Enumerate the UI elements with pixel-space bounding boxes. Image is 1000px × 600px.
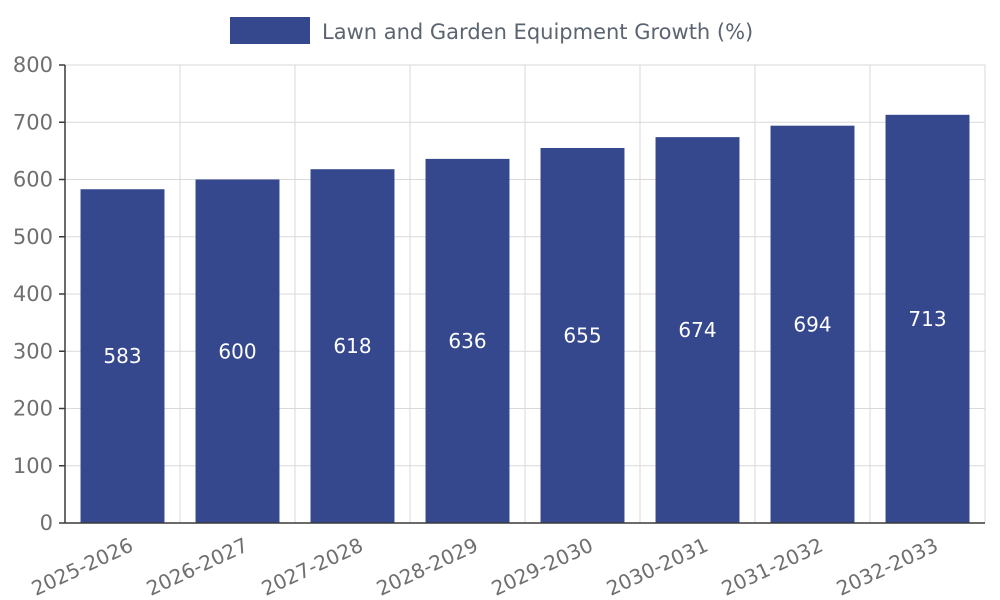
bar-value-label: 655	[563, 324, 601, 348]
bar	[425, 158, 510, 523]
bar-value-label: 636	[448, 329, 486, 353]
x-tick-label: 2032-2033	[833, 533, 942, 600]
bar	[770, 125, 855, 523]
plot-area: 0 100 200 300 400 500 600 700 800 583 2025-2026 600…	[13, 53, 986, 600]
bar-value-label: 713	[908, 307, 946, 331]
bar	[80, 189, 165, 524]
x-tick-label: 2029-2030	[488, 533, 597, 600]
y-tick-label: 200	[13, 397, 53, 421]
x-tick-label: 2031-2032	[718, 533, 827, 600]
bar-value-label: 618	[333, 334, 371, 358]
x-tick-label: 2026-2027	[143, 533, 252, 600]
bar-value-label: 600	[218, 339, 256, 363]
x-tick-label: 2028-2029	[373, 533, 482, 600]
x-tick-label: 2025-2026	[28, 533, 137, 600]
y-tick-label: 400	[13, 282, 53, 306]
x-tick-label: 2027-2028	[258, 533, 367, 600]
bar-value-label: 694	[793, 312, 831, 336]
chart-legend: Lawn and Garden Equipment Growth (%)	[230, 17, 753, 44]
bar	[310, 169, 395, 523]
legend-swatch	[230, 17, 310, 44]
y-tick-label: 100	[13, 454, 53, 478]
y-tick-label: 300	[13, 339, 53, 363]
x-tick-label: 2030-2031	[603, 533, 712, 600]
y-tick-label: 700	[13, 110, 53, 134]
bar-value-label: 583	[103, 344, 141, 368]
bar	[885, 114, 970, 524]
y-tick-label: 600	[13, 168, 53, 192]
y-tick-label: 500	[13, 225, 53, 249]
bar-value-label: 674	[678, 318, 716, 342]
bar	[655, 137, 740, 523]
y-tick-label: 0	[40, 511, 53, 535]
chart-title: Lawn and Garden Equipment Growth (%)	[322, 20, 753, 44]
y-tick-label: 800	[13, 53, 53, 77]
bar	[540, 148, 625, 523]
bar	[195, 179, 280, 523]
